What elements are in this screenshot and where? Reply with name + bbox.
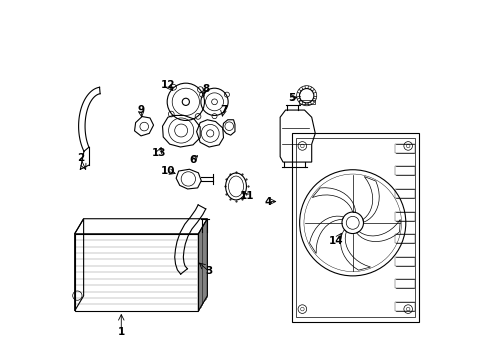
Text: 5: 5 [288,93,295,103]
Text: 2: 2 [77,153,84,163]
Text: 6: 6 [189,155,196,165]
Text: 8: 8 [202,84,209,94]
Text: 4: 4 [265,197,272,207]
Text: 9: 9 [137,105,145,115]
Text: 13: 13 [152,148,166,158]
Text: 14: 14 [329,236,344,246]
Text: 1: 1 [118,327,125,337]
Text: 10: 10 [161,166,175,176]
Text: 11: 11 [240,191,254,201]
Text: 12: 12 [161,80,175,90]
Text: 7: 7 [220,105,227,115]
Text: 3: 3 [205,266,213,276]
